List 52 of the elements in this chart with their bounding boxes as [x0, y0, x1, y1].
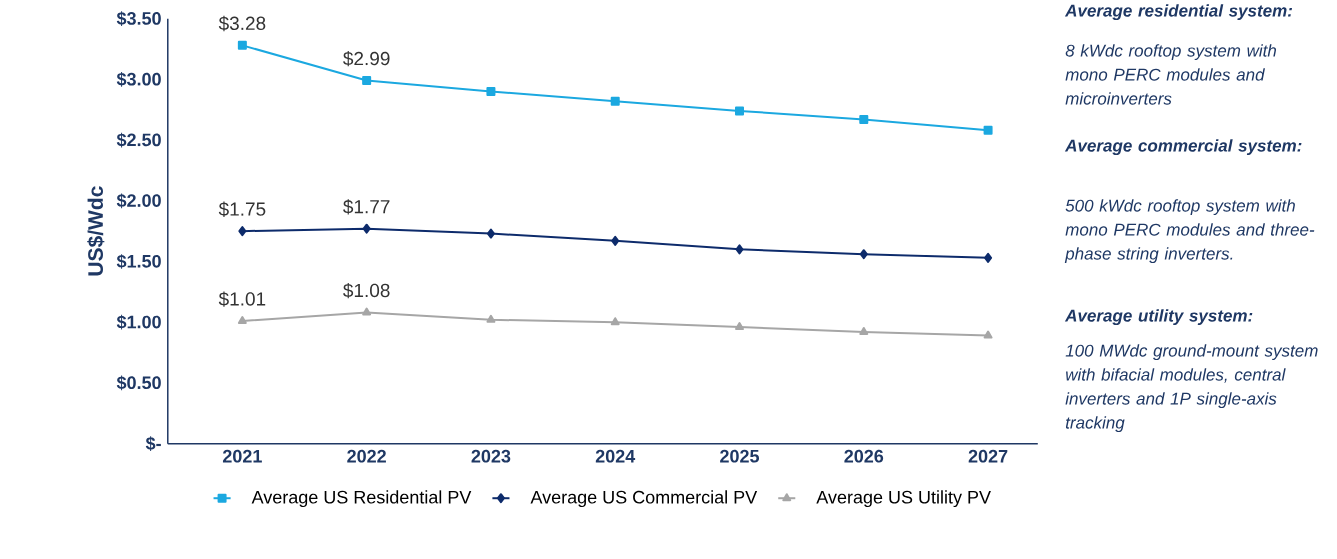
x-tick-label: 2023: [471, 449, 511, 463]
data-label: $1.01: [218, 291, 266, 307]
data-label: $3.28: [218, 15, 266, 32]
point: [237, 40, 247, 50]
point: [859, 326, 869, 335]
x-tick-label: 2024: [595, 449, 636, 463]
point: [983, 125, 993, 135]
point: [611, 235, 620, 246]
point: [984, 252, 993, 263]
point: [735, 244, 744, 255]
x-tick-label: 2021: [222, 449, 262, 463]
x-tick-label: 2027: [968, 449, 1008, 463]
point: [486, 314, 496, 323]
x-tick-label: 2025: [720, 449, 760, 463]
data-label: $2.99: [343, 51, 390, 67]
point: [983, 330, 993, 339]
point: [859, 114, 869, 124]
point: [859, 249, 868, 260]
y-tick-label: $-: [145, 436, 161, 451]
text: 100 MWdc ground-mount system with bifacial modules, central inverters and 1P single-axis tracking: [1065, 344, 1318, 433]
point: [362, 223, 371, 234]
y-tick-label: $2.00: [116, 193, 161, 209]
legend-label: Average US Commercial PV: [530, 490, 758, 508]
point: [362, 76, 372, 86]
data-label: $1.08: [343, 282, 390, 299]
legend-label: Average US Residential PV: [251, 490, 472, 508]
data-label: $1.77: [343, 199, 390, 215]
y-tick-label: $1.00: [116, 314, 161, 330]
point: [362, 307, 372, 316]
text: 8 kWdc rooftop system with mono PERC modules and microinverters: [1065, 44, 1277, 105]
point: [238, 226, 247, 237]
point: [486, 87, 496, 96]
legend-label: Average US Utility PV: [816, 490, 991, 508]
y-tick-label: $2.50: [116, 132, 161, 148]
y-tick-label: $3.50: [116, 11, 161, 26]
point: [610, 317, 620, 326]
y-tick-label: $3.00: [116, 72, 161, 87]
x-tick-label: 2026: [844, 449, 884, 463]
text: Average utility system:: [1064, 309, 1253, 326]
y-axis-title: US$/Wdc: [87, 186, 105, 276]
text: Average commercial system:: [1064, 139, 1302, 156]
point: [610, 96, 620, 106]
text: Average residential system:: [1064, 4, 1293, 21]
point: [237, 316, 247, 324]
data-label: $1.75: [218, 201, 266, 217]
y-tick-label: $1.50: [116, 254, 161, 269]
y-tick-label: $0.50: [116, 375, 161, 391]
point: [735, 106, 744, 116]
point: [735, 322, 744, 331]
x-tick-label: 2022: [347, 449, 386, 463]
text: 500 kWdc rooftop system with mono PERC modules and three-phase string inverters.: [1064, 199, 1315, 264]
point: [486, 228, 495, 239]
